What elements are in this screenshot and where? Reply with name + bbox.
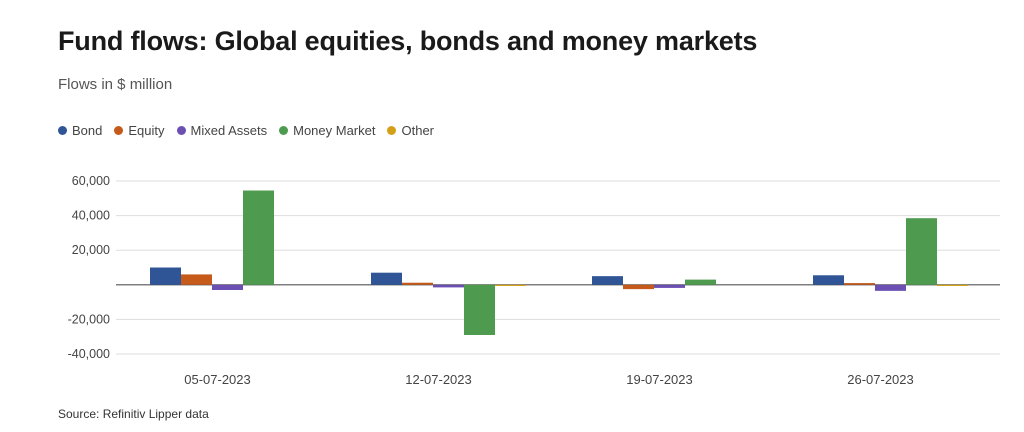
bar-equity — [844, 283, 875, 285]
x-tick-label: 26-07-2023 — [847, 372, 914, 387]
y-tick-label: 40,000 — [72, 209, 110, 223]
y-tick-label: -40,000 — [68, 347, 110, 361]
y-tick-label: 60,000 — [72, 174, 110, 188]
bar-mixed-assets — [654, 284, 685, 288]
chart-subtitle: Flows in $ million — [58, 76, 173, 93]
bar-mixed-assets — [433, 284, 464, 288]
x-tick-label: 05-07-2023 — [184, 372, 251, 387]
bar-equity — [623, 284, 654, 290]
bar-mixed-assets — [212, 284, 243, 290]
y-tick-label: -20,000 — [68, 312, 110, 326]
bar-equity — [181, 274, 212, 285]
legend-item-other: Other — [387, 123, 434, 138]
legend-label: Money Market — [293, 123, 376, 138]
legend-swatch — [176, 126, 186, 135]
bar-other — [495, 284, 526, 286]
bar-money-market — [464, 284, 495, 335]
bar-other — [937, 284, 968, 286]
bar-equity — [402, 282, 433, 285]
bar-money-market — [685, 279, 716, 285]
legend-swatch — [279, 126, 289, 135]
bar-bond — [813, 275, 844, 285]
x-tick-label: 12-07-2023 — [405, 372, 472, 387]
bar-bond — [371, 272, 402, 285]
chart-source: Source: Refinitiv Lipper data — [58, 407, 209, 421]
y-tick-label: 20,000 — [72, 243, 110, 257]
bar-money-market — [243, 190, 274, 285]
legend-label: Other — [401, 123, 434, 138]
x-tick-label: 19-07-2023 — [626, 372, 693, 387]
chart-title: Fund flows: Global equities, bonds and m… — [58, 26, 758, 56]
legend-swatch — [114, 126, 124, 135]
legend-swatch — [387, 126, 397, 135]
bar-money-market — [906, 218, 937, 285]
bar-mixed-assets — [875, 284, 906, 291]
legend-item-bond: Bond — [58, 123, 102, 138]
legend-swatch — [58, 126, 67, 135]
legend-label: Equity — [128, 123, 165, 138]
chart-legend: Bond Equity Mixed Assets Money Market Ot… — [58, 123, 434, 138]
bar-bond — [592, 276, 623, 285]
legend-label: Mixed Assets — [190, 123, 268, 138]
legend-item-equity: Equity — [114, 123, 165, 138]
legend-label: Bond — [72, 123, 103, 138]
legend-item-mixed-assets: Mixed Assets — [176, 123, 268, 138]
bar-bond — [150, 267, 181, 285]
legend-item-money-market: Money Market — [279, 123, 375, 138]
